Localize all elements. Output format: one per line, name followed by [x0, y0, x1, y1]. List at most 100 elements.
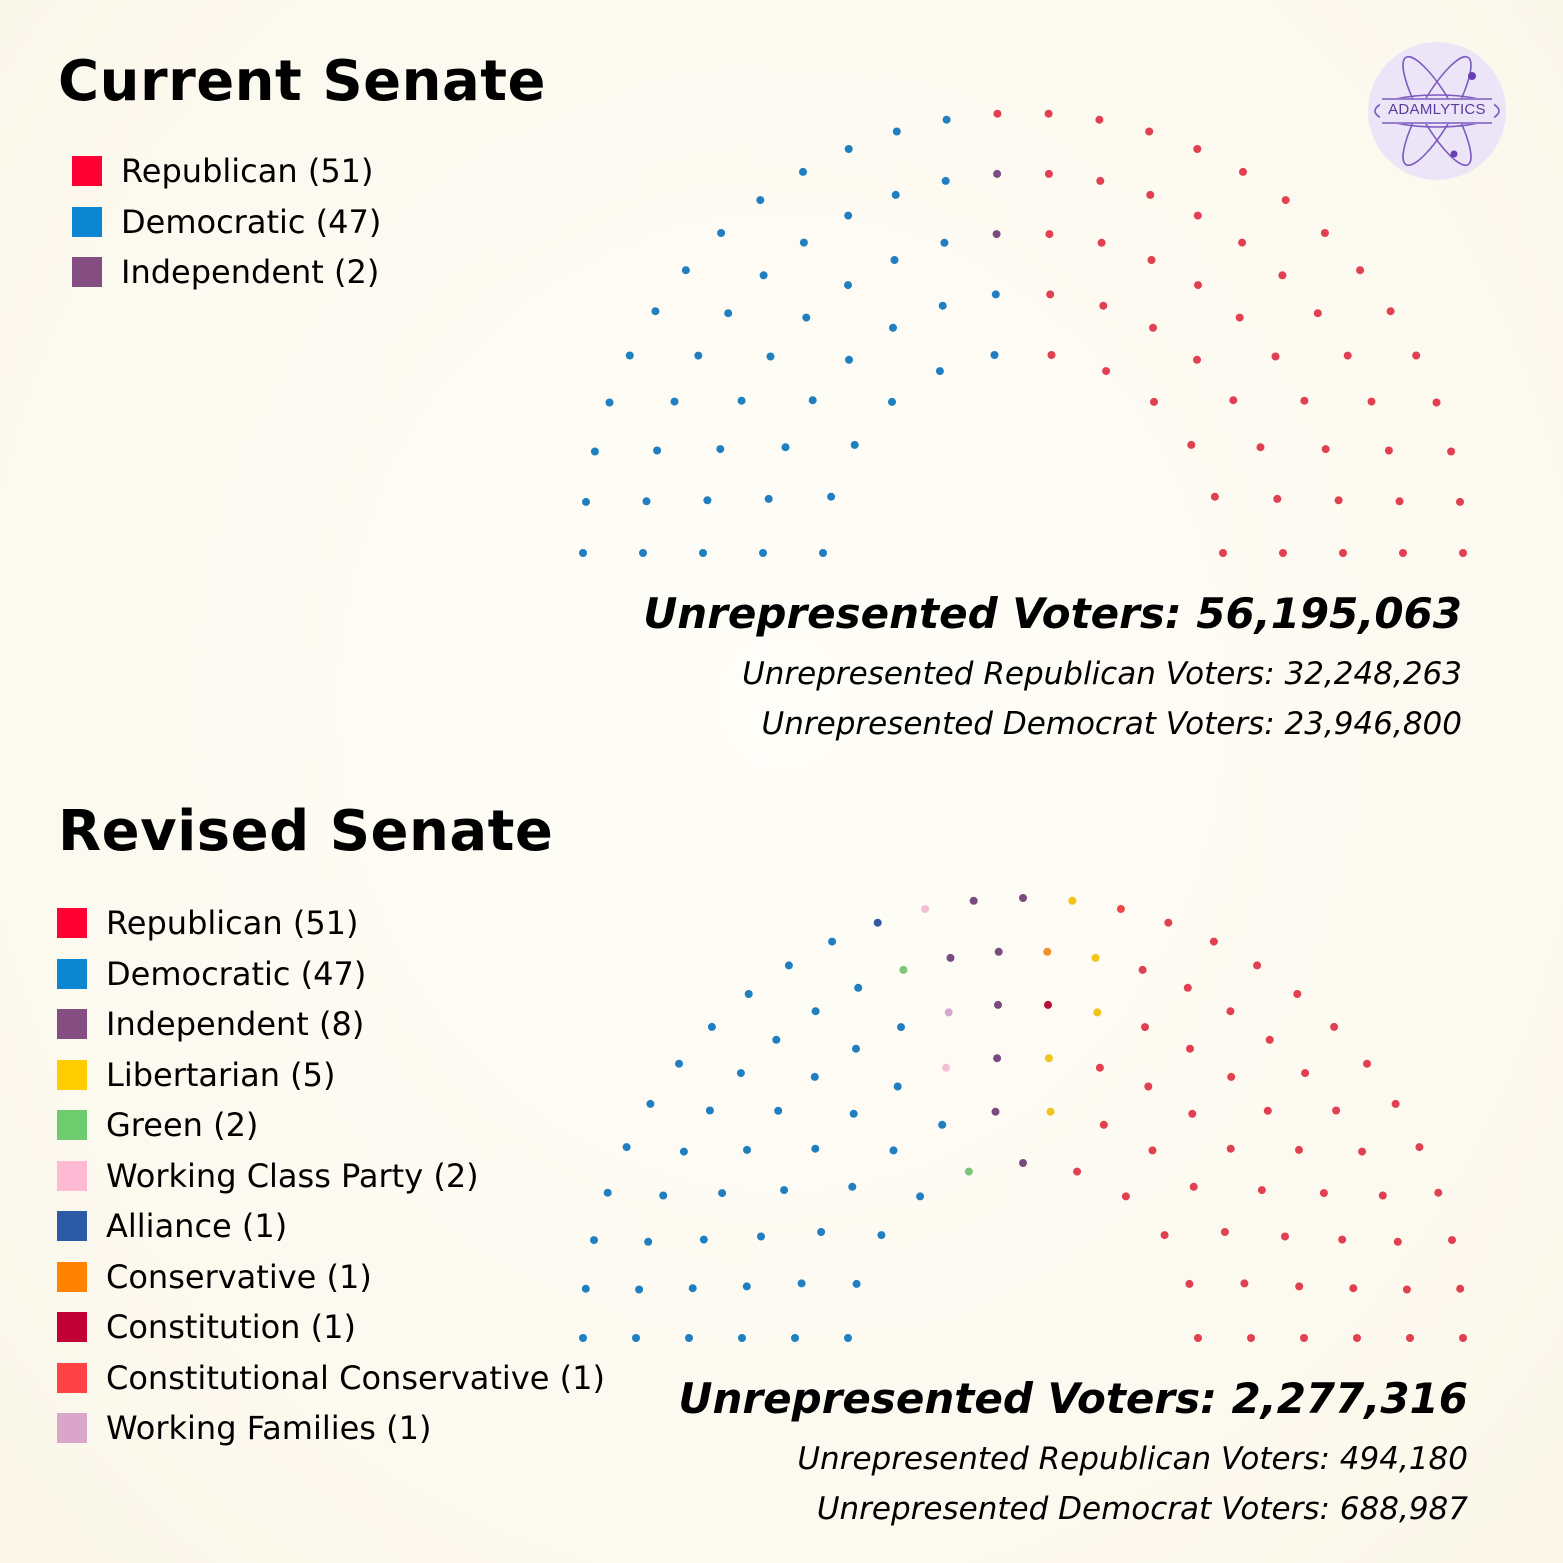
seat-dot: [1227, 1072, 1236, 1081]
seat-dot: [1019, 1159, 1027, 1167]
seat-dot: [772, 1035, 781, 1044]
seat-dot: [1295, 1282, 1304, 1291]
legend-swatch: [57, 1211, 87, 1242]
seat-dot: [921, 905, 930, 913]
seat-dot: [941, 176, 950, 185]
seat-dot: [764, 494, 773, 503]
legend-label: Alliance (1): [106, 1207, 288, 1246]
seat-dot: [844, 211, 853, 220]
seat-dot: [1043, 947, 1052, 956]
seat-dot: [1456, 497, 1464, 506]
seat-dot: [1339, 549, 1347, 557]
legend-label: Green (2): [106, 1106, 259, 1145]
seat-dot: [1044, 169, 1053, 178]
legend-item: Libertarian (5): [57, 1050, 605, 1101]
seat-dot: [940, 238, 949, 247]
seat-dot: [737, 396, 746, 405]
seat-dot: [938, 301, 947, 310]
seat-dot: [1434, 1188, 1443, 1197]
seat-dot: [1338, 1235, 1347, 1244]
seat-dot: [893, 1082, 902, 1091]
seat-dot: [811, 1144, 820, 1153]
seat-dot: [1141, 1023, 1149, 1032]
seat-dot: [1187, 440, 1196, 449]
seat-dot: [1019, 894, 1027, 902]
seat-dot: [718, 1189, 727, 1198]
seat-dot: [716, 445, 725, 454]
current-legend: Republican (51) Democratic (47) Independen…: [72, 146, 381, 298]
seat-dot: [1044, 1000, 1052, 1009]
current-senate-title: Current Senate: [58, 49, 547, 114]
seat-dot: [742, 1282, 751, 1291]
seat-dot: [993, 1054, 1002, 1063]
seat-dot: [1068, 896, 1077, 905]
seat-dot: [802, 313, 811, 322]
legend-swatch: [57, 1261, 87, 1292]
seat-dot: [1448, 1236, 1456, 1245]
seat-dot: [1239, 167, 1247, 176]
seat-dot: [854, 983, 863, 992]
logo-text: ADAMLYTICS: [1388, 101, 1486, 118]
revised-totals: Unrepresented Voters: 2,277,316 Unrepres…: [678, 1378, 1468, 1525]
seat-dot: [1102, 367, 1111, 376]
seat-dot: [1263, 1106, 1272, 1115]
seat-dot: [944, 1008, 953, 1017]
legend-swatch: [57, 908, 87, 939]
seat-dot: [632, 1334, 640, 1342]
seat-dot: [1447, 447, 1456, 456]
seat-dot: [1384, 446, 1393, 455]
seat-dot: [1193, 355, 1201, 364]
seat-dot: [969, 896, 978, 905]
legend-item: Democratic (47): [72, 197, 381, 248]
seat-dot: [891, 190, 900, 199]
seat-dot: [581, 1284, 590, 1293]
seat-dot: [1281, 1232, 1289, 1241]
revised-legend: Republican (51) Democratic (47) Independen…: [57, 898, 605, 1454]
seat-dot: [991, 1107, 1000, 1116]
seat-dot: [799, 238, 808, 247]
seat-dot: [759, 549, 767, 557]
seat-dot: [1044, 1054, 1053, 1063]
seat-dot: [681, 266, 690, 275]
legend-item: Republican (51): [57, 898, 605, 949]
seat-dot: [1399, 549, 1407, 557]
seat-dot: [808, 396, 817, 405]
seat-dot: [699, 549, 707, 557]
seat-dot: [1256, 443, 1265, 452]
seat-dot: [873, 918, 882, 927]
seat-dot: [1194, 1334, 1202, 1342]
seat-dot: [1045, 230, 1054, 239]
seat-dot: [1415, 1143, 1424, 1152]
legend-item: Democratic (47): [57, 949, 605, 1000]
current-totals: Unrepresented Voters: 56,195,063 Unrepre…: [643, 593, 1462, 740]
seat-dot: [889, 323, 897, 332]
seat-dot: [1320, 229, 1329, 237]
seat-dot: [1293, 990, 1302, 998]
seat-dot: [845, 355, 853, 364]
seat-dot: [724, 309, 733, 318]
seat-dot: [1332, 1106, 1341, 1115]
seat-dot: [1358, 1147, 1367, 1156]
seat-dot: [1367, 397, 1376, 406]
legend-label: Independent (8): [106, 1005, 365, 1044]
seat-dot: [1391, 1099, 1400, 1108]
legend-swatch: [57, 1009, 87, 1040]
seat-dot: [1188, 1109, 1197, 1118]
seat-dot: [819, 549, 827, 557]
seat-dot: [799, 167, 807, 176]
seat-dot: [850, 440, 859, 449]
seat-dot: [1281, 196, 1290, 205]
seat-dot: [1226, 1007, 1235, 1016]
legend-label: Working Families (1): [106, 1409, 432, 1448]
seat-dot: [810, 1072, 819, 1081]
seat-dot: [1186, 1044, 1194, 1053]
seat-dot: [890, 256, 899, 264]
legend-label: Republican (51): [121, 152, 374, 191]
seat-dot: [1321, 445, 1330, 454]
seat-dot: [622, 1143, 631, 1152]
seat-dot: [1257, 1186, 1266, 1195]
legend-label: Independent (2): [121, 253, 380, 292]
seat-dot: [1095, 115, 1104, 124]
seat-dot: [828, 937, 837, 946]
seat-dot: [844, 1334, 852, 1342]
